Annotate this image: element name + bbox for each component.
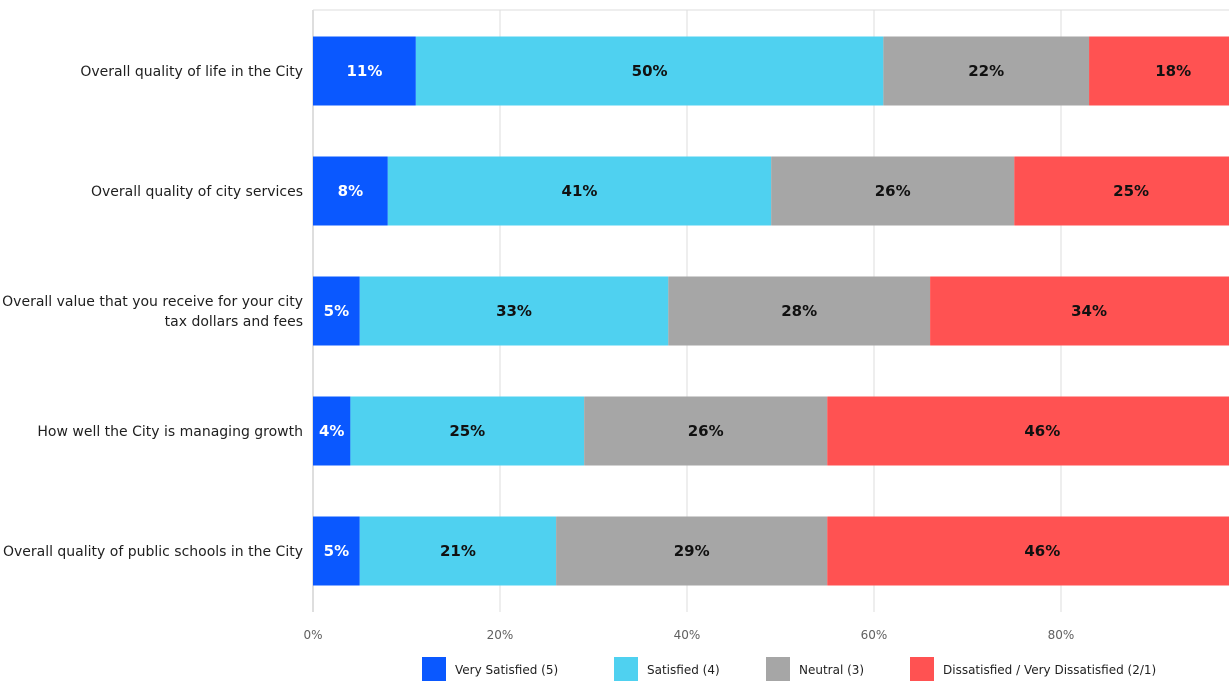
data-label: 25% bbox=[449, 422, 485, 440]
data-label: 5% bbox=[324, 302, 349, 320]
category-label: Overall quality of life in the City bbox=[80, 64, 303, 80]
bar-segment bbox=[350, 396, 585, 466]
bar-segment bbox=[313, 156, 388, 226]
legend-swatch bbox=[910, 657, 934, 681]
x-axis-ticks: 0% 20% 40% 60% 80% bbox=[303, 628, 1074, 642]
data-label: 8% bbox=[338, 182, 363, 200]
legend-swatch bbox=[422, 657, 446, 681]
bar-segment bbox=[359, 516, 557, 586]
category-label-line: tax dollars and fees bbox=[165, 314, 303, 330]
bar-segment bbox=[313, 276, 360, 346]
category-label-line: Overall value that you receive for your … bbox=[2, 294, 303, 310]
data-label: 26% bbox=[688, 422, 724, 440]
bar-segment bbox=[1014, 156, 1229, 226]
data-label: 18% bbox=[1155, 62, 1191, 80]
category-label: Overall quality of public schools in the… bbox=[3, 544, 303, 560]
bar-segment bbox=[930, 276, 1229, 346]
data-label: 28% bbox=[781, 302, 817, 320]
bar-segment bbox=[827, 516, 1229, 586]
data-label: 33% bbox=[496, 302, 532, 320]
legend-label: Very Satisfied (5) bbox=[455, 663, 558, 677]
x-tick-label: 80% bbox=[1048, 628, 1075, 642]
data-label: 34% bbox=[1071, 302, 1107, 320]
bar-segment bbox=[415, 36, 884, 106]
legend-label: Satisfied (4) bbox=[647, 663, 720, 677]
bar-segment bbox=[387, 156, 772, 226]
data-label: 41% bbox=[562, 182, 598, 200]
bar-segment bbox=[359, 276, 669, 346]
data-label: 22% bbox=[968, 62, 1004, 80]
data-label: 46% bbox=[1024, 542, 1060, 560]
x-tick-label: 0% bbox=[303, 628, 322, 642]
bars: 11% 50% 22% 18% 8% 41% 26% 25% 5% 33% 28% 34% 4% 25% 2… bbox=[313, 36, 1229, 586]
data-label: 5% bbox=[324, 542, 349, 560]
legend-swatch bbox=[766, 657, 790, 681]
category-label-line: Overall quality of public schools in the… bbox=[3, 544, 303, 560]
bar-segment bbox=[771, 156, 1015, 226]
category-label-line: Overall quality of life in the City bbox=[80, 64, 303, 80]
data-label: 46% bbox=[1024, 422, 1060, 440]
bar-segment bbox=[313, 36, 416, 106]
bar-segment bbox=[313, 396, 351, 466]
data-label: 26% bbox=[875, 182, 911, 200]
legend-label: Neutral (3) bbox=[799, 663, 864, 677]
data-label: 11% bbox=[346, 62, 382, 80]
x-tick-label: 20% bbox=[487, 628, 514, 642]
data-label: 50% bbox=[632, 62, 668, 80]
x-tick-label: 60% bbox=[861, 628, 888, 642]
legend-label: Dissatisfied / Very Dissatisfied (2/1) bbox=[943, 663, 1156, 677]
bar-segment bbox=[556, 516, 828, 586]
legend-swatch bbox=[614, 657, 638, 681]
bar-segment bbox=[827, 396, 1229, 466]
data-label: 25% bbox=[1113, 182, 1149, 200]
data-label: 29% bbox=[674, 542, 710, 560]
category-label: How well the City is managing growth bbox=[37, 424, 303, 440]
legend: Very Satisfied (5) Satisfied (4) Neutral (… bbox=[422, 657, 1156, 681]
category-label: Overall quality of city services bbox=[91, 184, 303, 200]
x-tick-label: 40% bbox=[674, 628, 701, 642]
bar-segment bbox=[668, 276, 931, 346]
bar-segment bbox=[1089, 36, 1229, 106]
bar-segment bbox=[883, 36, 1090, 106]
category-labels: Overall quality of life in the City Overa… bbox=[2, 64, 303, 560]
category-label: Overall value that you receive for your … bbox=[2, 294, 303, 330]
data-label: 21% bbox=[440, 542, 476, 560]
bar-segment bbox=[313, 516, 360, 586]
category-label-line: Overall quality of city services bbox=[91, 184, 303, 200]
category-label-line: How well the City is managing growth bbox=[37, 424, 303, 440]
data-label: 4% bbox=[319, 422, 344, 440]
bar-segment bbox=[584, 396, 828, 466]
